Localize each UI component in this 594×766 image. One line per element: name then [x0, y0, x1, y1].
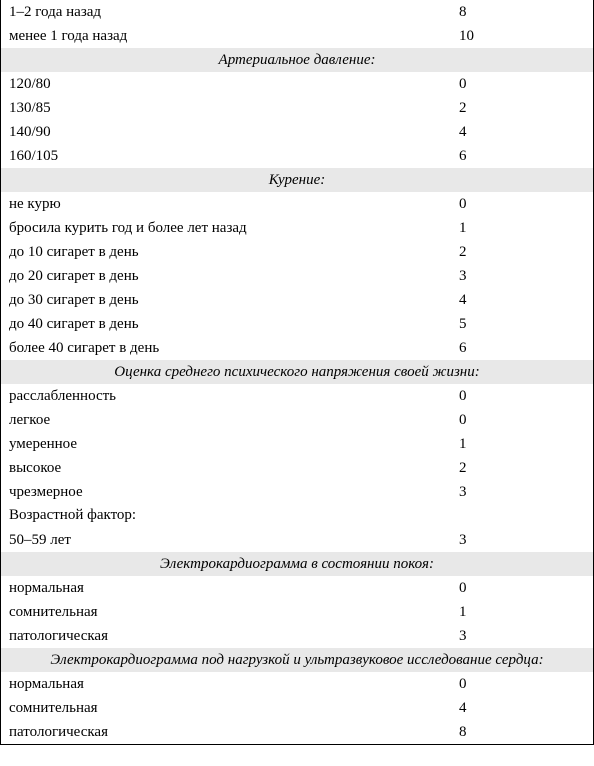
table-row: сомнительная4	[1, 696, 593, 720]
row-value: 3	[459, 628, 585, 645]
table-row: не курю0	[1, 192, 593, 216]
table-row: 50–59 лет3	[1, 528, 593, 552]
subsection-header-text: Возрастной фактор:	[9, 507, 136, 525]
row-label: бросила курить год и более лет назад	[9, 220, 459, 237]
table-row: умеренное1	[1, 432, 593, 456]
section-header-text: Артериальное давление:	[219, 52, 376, 69]
row-label: 160/105	[9, 148, 459, 165]
section-header-text: Электрокардиограмма в состоянии покоя:	[160, 556, 434, 573]
row-label: 130/85	[9, 100, 459, 117]
row-value: 4	[459, 124, 585, 141]
row-label: 120/80	[9, 76, 459, 93]
section-header: Электрокардиограмма под нагрузкой и ульт…	[1, 648, 593, 672]
row-label: сомнительная	[9, 604, 459, 621]
row-value: 6	[459, 148, 585, 165]
table-row: высокое2	[1, 456, 593, 480]
row-label: не курю	[9, 196, 459, 213]
table-row: до 30 сигарет в день4	[1, 288, 593, 312]
table-row: до 10 сигарет в день2	[1, 240, 593, 264]
table-row: 160/1056	[1, 144, 593, 168]
table-row: расслабленность0	[1, 384, 593, 408]
row-value: 0	[459, 196, 585, 213]
row-value: 2	[459, 100, 585, 117]
row-label: высокое	[9, 460, 459, 477]
table-row: сомнительная1	[1, 600, 593, 624]
table-row: 130/852	[1, 96, 593, 120]
table-row: 1–2 года назад8	[1, 0, 593, 24]
row-value: 8	[459, 724, 585, 741]
section-header: Артериальное давление:	[1, 48, 593, 72]
row-value: 0	[459, 580, 585, 597]
row-value: 1	[459, 604, 585, 621]
row-label: менее 1 года назад	[9, 28, 459, 45]
row-value: 5	[459, 316, 585, 333]
table-row: чрезмерное3	[1, 480, 593, 504]
table-row: нормальная0	[1, 672, 593, 696]
table-row: патологическая8	[1, 720, 593, 744]
section-header-text: Оценка среднего психического напряжения …	[114, 364, 479, 381]
row-value: 3	[459, 532, 585, 549]
section-header: Курение:	[1, 168, 593, 192]
section-header: Электрокардиограмма в состоянии покоя:	[1, 552, 593, 576]
row-label: до 10 сигарет в день	[9, 244, 459, 261]
row-label: 50–59 лет	[9, 532, 459, 549]
row-value: 8	[459, 4, 585, 21]
section-header: Оценка среднего психического напряжения …	[1, 360, 593, 384]
row-value: 3	[459, 268, 585, 285]
table-row: нормальная0	[1, 576, 593, 600]
risk-assessment-table: 1–2 года назад8менее 1 года назад10Артер…	[0, 0, 594, 745]
table-row: легкое0	[1, 408, 593, 432]
row-label: расслабленность	[9, 388, 459, 405]
section-header-text: Курение:	[269, 172, 326, 189]
row-value: 10	[459, 28, 585, 45]
table-row: бросила курить год и более лет назад1	[1, 216, 593, 240]
table-row: патологическая3	[1, 624, 593, 648]
row-value: 4	[459, 292, 585, 309]
row-label: более 40 сигарет в день	[9, 340, 459, 357]
section-header-text: Электрокардиограмма под нагрузкой и ульт…	[50, 652, 543, 669]
row-label: нормальная	[9, 580, 459, 597]
row-label: легкое	[9, 412, 459, 429]
row-value: 0	[459, 412, 585, 429]
row-label: патологическая	[9, 724, 459, 741]
row-value: 0	[459, 676, 585, 693]
row-value: 2	[459, 460, 585, 477]
table-row: до 20 сигарет в день3	[1, 264, 593, 288]
table-row: до 40 сигарет в день5	[1, 312, 593, 336]
table-row: 140/904	[1, 120, 593, 144]
subsection-header: Возрастной фактор:	[1, 504, 593, 528]
row-label: умеренное	[9, 436, 459, 453]
table-row: 120/800	[1, 72, 593, 96]
row-value: 4	[459, 700, 585, 717]
row-label: сомнительная	[9, 700, 459, 717]
row-value: 2	[459, 244, 585, 261]
row-value: 3	[459, 484, 585, 501]
row-label: до 30 сигарет в день	[9, 292, 459, 309]
row-value: 0	[459, 388, 585, 405]
row-label: 1–2 года назад	[9, 4, 459, 21]
row-value: 1	[459, 436, 585, 453]
row-value: 1	[459, 220, 585, 237]
row-label: чрезмерное	[9, 484, 459, 501]
row-value: 6	[459, 340, 585, 357]
row-label: патологическая	[9, 628, 459, 645]
row-label: нормальная	[9, 676, 459, 693]
row-value: 0	[459, 76, 585, 93]
table-row: более 40 сигарет в день6	[1, 336, 593, 360]
row-label: 140/90	[9, 124, 459, 141]
row-label: до 20 сигарет в день	[9, 268, 459, 285]
table-row: менее 1 года назад10	[1, 24, 593, 48]
row-label: до 40 сигарет в день	[9, 316, 459, 333]
